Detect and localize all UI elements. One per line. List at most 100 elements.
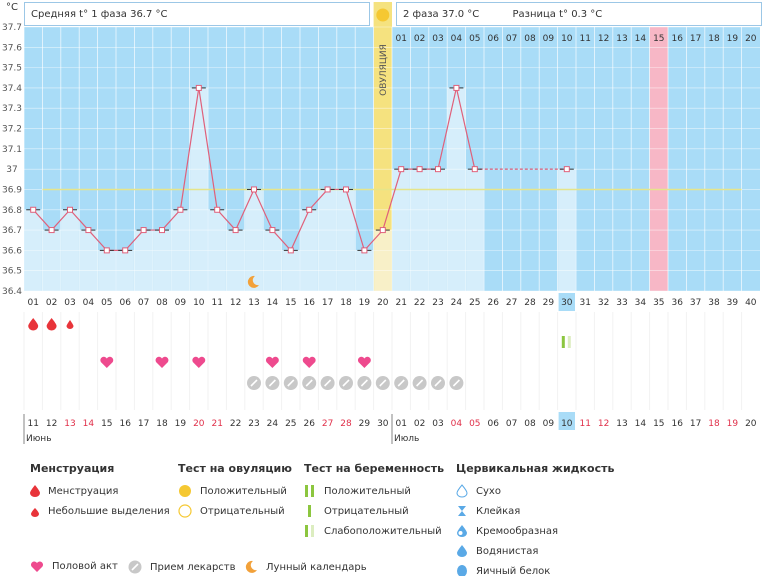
temp-point: [140, 227, 147, 234]
calendar-date-label: 14: [83, 419, 95, 429]
temperature-line: [455, 87, 476, 170]
moon-icon: [247, 275, 259, 288]
temp-point: [453, 84, 460, 91]
cycle-day-label: 39: [727, 298, 739, 308]
unit-label: °С: [6, 2, 18, 13]
temp-bar: [263, 230, 282, 291]
cycle-day-label: 04: [83, 298, 95, 308]
temperature-line: [271, 229, 292, 251]
legend-lunar: Лунный календарь: [244, 560, 367, 574]
phase2-day-label: 16: [671, 34, 683, 44]
cycle-day-label: 18: [340, 298, 352, 308]
egg-white-icon: [457, 565, 467, 576]
temperature-line: [363, 229, 384, 251]
phase1-summary: Средняя t° 1 фаза 36.7 °С: [24, 2, 370, 26]
small-drop-icon: [31, 508, 39, 517]
calendar-date-label: 04: [451, 419, 463, 429]
phase2-day-label: 02: [414, 34, 425, 44]
calendar-date-label: 17: [138, 419, 149, 429]
legend-ovulation-negative: Отрицательный: [178, 501, 292, 521]
calendar-date-label: 29: [359, 419, 371, 429]
phase2-text: 2 фаза 37.0 °С: [403, 9, 480, 20]
calendar-date-label: 01: [395, 419, 406, 429]
temp-point: [103, 247, 110, 254]
temp-point: [214, 206, 221, 213]
calendar-date-label: 20: [193, 419, 205, 429]
pill-icon-stroke: [250, 379, 258, 387]
calendar-date-label: 07: [506, 419, 517, 429]
temp-point: [471, 166, 478, 173]
legend-pregnancy-weak: Слабоположительный: [304, 521, 444, 541]
cycle-day-label: 29: [543, 298, 555, 308]
pill-icon-stroke: [324, 379, 332, 387]
legend-pregnancy-title: Тест на беременность: [304, 462, 445, 475]
calendar-date-label: 12: [598, 419, 609, 429]
phase2-day-label: 14: [635, 34, 647, 44]
calendar-date-label: 18: [156, 419, 168, 429]
calendar-date-label: 17: [690, 419, 701, 429]
month-label: Июль: [394, 434, 419, 444]
calendar-date-label: 20: [745, 419, 757, 429]
y-tick-label: 37.2: [2, 125, 22, 135]
pill-icon-stroke: [416, 379, 424, 387]
heart-icon: [192, 356, 206, 368]
cycle-day-label: 25: [469, 298, 480, 308]
y-tick-label: 37.7: [2, 23, 22, 33]
cycle-day-label: 31: [579, 298, 590, 308]
heart-icon: [100, 356, 114, 368]
cycle-day-label: 30: [561, 298, 573, 308]
cycle-day-label: 26: [487, 298, 499, 308]
calendar-date-label: 15: [101, 419, 112, 429]
temperature-line: [87, 229, 108, 251]
cycle-day-label: 14: [267, 298, 279, 308]
calendar-date-label: 26: [303, 419, 315, 429]
cycle-day-label: 17: [322, 298, 333, 308]
y-tick-label: 37.3: [2, 104, 22, 114]
calendar-date-label: 16: [671, 419, 683, 429]
temp-point: [379, 227, 386, 234]
cycle-day-label: 06: [119, 298, 131, 308]
temp-point: [251, 186, 257, 193]
pill-icon-stroke: [434, 379, 442, 387]
y-tick-label: 36.4: [2, 287, 22, 297]
calendar-date-label: 02: [414, 419, 425, 429]
y-tick-label: 37.1: [2, 145, 22, 155]
calendar-date-label: 13: [616, 419, 627, 429]
y-tick-label: 37.4: [2, 84, 22, 94]
sun-icon: [376, 8, 390, 22]
pill-icon-stroke: [342, 379, 350, 387]
pill-icon-stroke: [397, 379, 405, 387]
pill-icon: [128, 560, 142, 574]
legend-menstruation: Менструация Менструация Небольшие выделе…: [30, 462, 170, 521]
heart-icon: [302, 356, 316, 368]
calendar-date-label: 10: [561, 419, 573, 429]
legend-pregnancy-test: Тест на беременность Положительный Отриц…: [304, 462, 444, 541]
cycle-day-label: 36: [671, 298, 683, 308]
calendar-date-label: 28: [340, 419, 352, 429]
temp-point: [287, 247, 294, 254]
cycle-day-label: 21: [395, 298, 406, 308]
temp-point: [177, 206, 184, 213]
cycle-day-label: 15: [285, 298, 296, 308]
calendar-date-label: 24: [267, 419, 279, 429]
temp-point: [361, 247, 368, 254]
phase2-day-label: 19: [727, 34, 739, 44]
cycle-day-label: 22: [414, 298, 425, 308]
cycle-day-label: 34: [635, 298, 647, 308]
cycle-day-label: 24: [451, 298, 463, 308]
cycle-day-label: 37: [690, 298, 701, 308]
temp-point: [324, 186, 331, 193]
temp-bar: [318, 189, 337, 291]
cycle-day-label: 10: [193, 298, 205, 308]
temperature-line: [308, 189, 329, 211]
phase2-day-label: 05: [469, 34, 480, 44]
legend-intercourse: Половой акт: [30, 560, 118, 573]
legend-ovulation-positive: Положительный: [178, 481, 292, 501]
temperature-line: [69, 209, 89, 231]
legend-ovulation-title: Тест на овуляцию: [178, 462, 292, 475]
phase2-day-label: 03: [432, 34, 443, 44]
ovulation-label: ОВУЛЯЦИЯ: [379, 44, 389, 96]
y-tick-label: 36.6: [2, 246, 22, 256]
legend-medication: Прием лекарств: [128, 560, 236, 574]
heart-icon: [155, 356, 169, 368]
